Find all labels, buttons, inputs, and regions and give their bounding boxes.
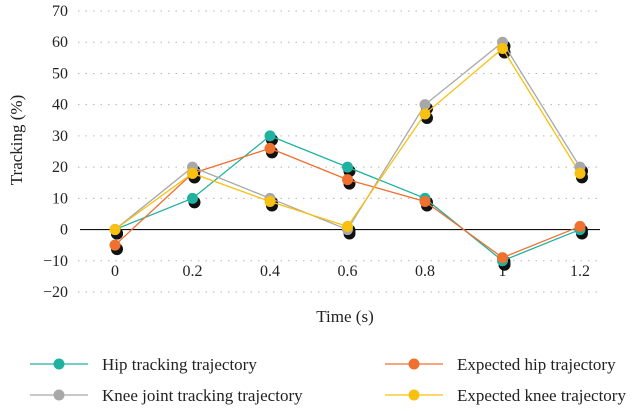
data-point (264, 195, 276, 207)
x-tick-label: 0.6 (338, 263, 358, 280)
series-markers-4 (109, 42, 586, 236)
legend-item: Knee joint tracking trajectory (30, 386, 303, 405)
legend-label: Expected knee trajectory (457, 386, 626, 405)
legend-marker (408, 389, 420, 401)
legend-item: Expected hip trajectory (385, 355, 616, 374)
legend: Hip tracking trajectory Expected hip traj… (30, 355, 626, 405)
y-tick-label: 10 (52, 190, 68, 207)
data-point (342, 220, 353, 232)
data-point (497, 42, 508, 54)
legend-label: Hip tracking trajectory (102, 355, 257, 374)
x-tick-label: 0 (111, 263, 119, 280)
marker-shadows (111, 40, 588, 271)
series-line (114, 135, 581, 262)
y-tick-label: −20 (43, 284, 68, 301)
series-4 (114, 47, 581, 231)
data-point (187, 192, 198, 204)
legend-label: Expected hip trajectory (457, 355, 616, 374)
x-tick-label: 0.2 (183, 263, 203, 280)
data-point (342, 161, 353, 173)
series-markers-2 (109, 142, 586, 264)
data-point (419, 108, 431, 120)
y-tick-label: −10 (43, 253, 68, 270)
y-tick-label: 30 (52, 128, 68, 145)
data-point (264, 130, 276, 142)
legend-marker (408, 358, 420, 370)
data-point (187, 167, 198, 179)
y-tick-labels: −20 −10 0 10 20 30 40 50 60 70 (43, 3, 68, 301)
data-point (342, 174, 353, 186)
data-point (264, 142, 276, 154)
x-tick-label: 0.8 (415, 263, 435, 280)
y-tick-label: 50 (52, 65, 68, 82)
data-point (419, 195, 431, 207)
legend-marker (53, 358, 65, 370)
y-tick-label: 20 (52, 159, 68, 176)
data-point (109, 224, 121, 236)
legend-label: Knee joint tracking trajectory (102, 386, 303, 405)
y-tick-label: 40 (52, 97, 68, 114)
grid-lines (78, 10, 600, 293)
data-point (574, 167, 586, 179)
legend-marker (53, 389, 65, 401)
series-1 (114, 135, 581, 262)
data-point (419, 99, 431, 111)
x-tick-label: 0.4 (260, 263, 280, 280)
y-tick-label: 0 (60, 222, 68, 239)
series-layer (109, 36, 588, 271)
legend-item: Hip tracking trajectory (30, 355, 257, 374)
y-axis-title: Tracking (%) (7, 95, 26, 186)
series-line (114, 47, 581, 231)
data-point (497, 252, 508, 264)
x-axis-title: Time (s) (316, 307, 373, 326)
legend-item: Expected knee trajectory (385, 386, 626, 405)
x-tick-label: 1 (499, 263, 507, 280)
y-tick-label: 70 (52, 3, 68, 20)
data-point (109, 239, 121, 251)
x-tick-label: 1.2 (570, 263, 590, 280)
x-tick-labels: 0 0.2 0.4 0.6 0.8 1 1.2 (111, 263, 590, 280)
y-tick-label: 60 (52, 34, 68, 51)
data-point (574, 220, 586, 232)
